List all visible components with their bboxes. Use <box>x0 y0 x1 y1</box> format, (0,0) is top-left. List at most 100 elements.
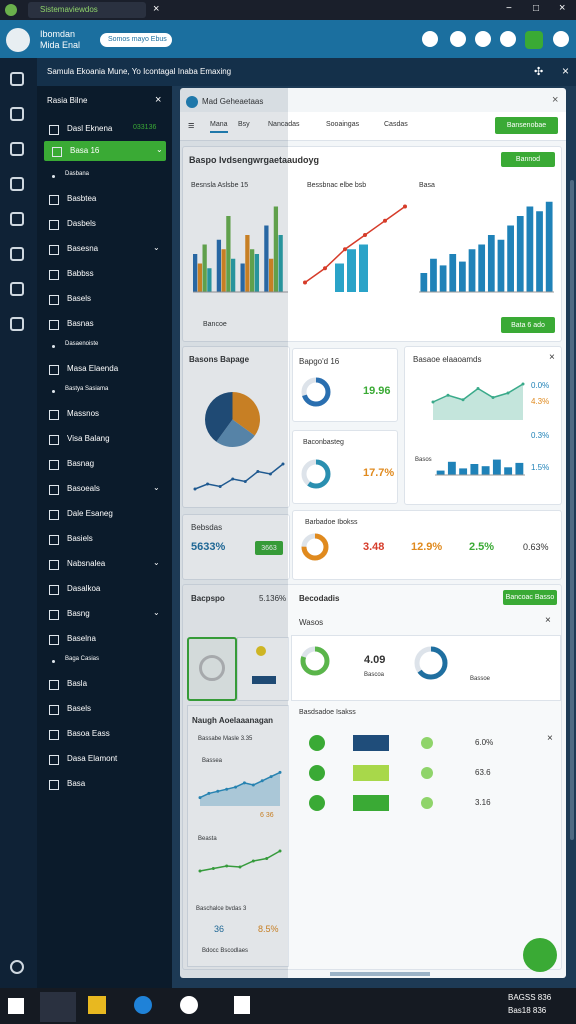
section-button[interactable]: Bancoac Basso <box>503 590 557 605</box>
taskbar-app[interactable] <box>40 992 76 1022</box>
bar <box>278 235 283 292</box>
nav-item[interactable]: Basla <box>41 671 168 696</box>
summary-value: 5633% <box>191 541 226 553</box>
nav-item[interactable]: Basnag <box>41 451 168 476</box>
bar <box>481 466 490 475</box>
rail-icon[interactable] <box>10 247 24 261</box>
nav-icon <box>49 609 59 620</box>
nav-item[interactable]: Basiels <box>41 526 168 551</box>
taskbar-app[interactable] <box>88 996 106 1014</box>
close[interactable]: × <box>559 2 566 14</box>
point <box>225 864 229 868</box>
summary-button[interactable]: 3663 <box>255 541 283 555</box>
tab[interactable]: Casdas <box>384 121 408 128</box>
nav-item[interactable]: Dasbana <box>41 166 168 186</box>
taskbar-app[interactable] <box>134 996 152 1014</box>
option-card[interactable] <box>237 637 289 701</box>
start-button[interactable] <box>8 998 24 1014</box>
bar <box>487 235 495 292</box>
rail-icon[interactable] <box>10 317 24 331</box>
taskbar-app[interactable] <box>180 996 198 1014</box>
nav-item[interactable]: Basa <box>41 771 168 796</box>
tab[interactable]: Nancadas <box>268 121 300 128</box>
nav-item[interactable]: Basbtea <box>41 186 168 211</box>
card-close[interactable]: × <box>549 352 555 363</box>
nav-item[interactable]: Dasbels <box>41 211 168 236</box>
nav-item[interactable]: Dasl Eknena 033136 <box>41 116 168 141</box>
notification-button[interactable] <box>475 31 491 47</box>
nav-item[interactable]: Basesna ⌄ <box>41 236 168 261</box>
nav-item[interactable]: Basels <box>41 286 168 311</box>
nav-item[interactable]: Basoa Eass <box>41 721 168 746</box>
bar <box>536 211 543 292</box>
v-scrollbar[interactable] <box>570 180 574 840</box>
rail-icon[interactable] <box>10 212 24 226</box>
nav-label: Dasbels <box>67 218 96 228</box>
sub-close[interactable]: × <box>545 615 551 626</box>
rail-icon[interactable] <box>10 142 24 156</box>
nav-item[interactable]: Massnos <box>41 401 168 426</box>
fab[interactable] <box>523 938 557 972</box>
nav-item[interactable]: Dasaenoiste <box>41 336 168 356</box>
nav-item[interactable]: Basng ⌄ <box>41 601 168 626</box>
icon-button[interactable] <box>553 31 569 47</box>
tab-close[interactable]: × <box>153 3 160 15</box>
minimize[interactable]: − <box>506 3 512 14</box>
list-close[interactable]: × <box>547 733 553 744</box>
nav-item[interactable]: Basoeals ⌄ <box>41 476 168 501</box>
action-button[interactable]: Bansenobae <box>495 117 558 134</box>
nav-item[interactable]: Basnas <box>41 311 168 336</box>
search-box[interactable]: Somos mayo Ebus <box>100 33 172 47</box>
nav-item[interactable]: Nabsnalea ⌄ <box>41 551 168 576</box>
sidebar-close[interactable]: × <box>155 94 162 106</box>
h-scrollbar[interactable] <box>330 972 430 976</box>
point <box>265 857 269 860</box>
nav-item[interactable]: Dasa Elamont <box>41 746 168 771</box>
icon-button[interactable] <box>422 31 438 47</box>
tab[interactable]: Sooaingas <box>326 121 360 128</box>
nav-item[interactable]: Baga Casias <box>41 651 168 671</box>
rail-icon[interactable] <box>10 72 24 86</box>
menu-button[interactable]: ≡ <box>188 120 195 132</box>
card-button[interactable]: Bannod <box>501 152 555 167</box>
tab[interactable]: Bsy <box>238 121 250 128</box>
nav-icon <box>49 194 59 205</box>
tab[interactable]: Mana <box>210 121 228 133</box>
nav-item[interactable]: Babbss <box>41 261 168 286</box>
nav-item[interactable]: Dasalkoa <box>41 576 168 601</box>
footer-button[interactable]: Bata 6 ado <box>501 317 555 333</box>
taskbar-app[interactable] <box>234 996 250 1014</box>
nav-item[interactable]: Masa Elaenda <box>41 356 168 381</box>
nav-item[interactable]: Basels <box>41 696 168 721</box>
nav-item[interactable]: Basa 16 ⌄ <box>44 141 166 161</box>
icon-button[interactable] <box>450 31 466 47</box>
point <box>211 867 215 870</box>
option-card[interactable] <box>187 637 237 701</box>
bar <box>436 470 445 475</box>
rail-icon[interactable] <box>10 107 24 121</box>
rail-icon[interactable] <box>10 177 24 191</box>
pin[interactable]: ✣ <box>534 66 544 78</box>
point <box>343 247 347 252</box>
chart-label: Basa <box>419 182 435 189</box>
nav-icon <box>49 269 59 280</box>
rail-icon[interactable] <box>10 282 24 296</box>
nav-item[interactable]: Visa Balang <box>41 426 168 451</box>
panel-close[interactable]: × <box>552 94 559 106</box>
nav-item[interactable]: Baselna <box>41 626 168 651</box>
bar <box>226 216 231 292</box>
maximize[interactable]: □ <box>533 3 540 14</box>
tab[interactable]: Sistemaviewdos <box>28 2 146 18</box>
close-view[interactable]: × <box>562 64 570 78</box>
point <box>506 391 510 395</box>
avatar[interactable] <box>6 28 30 52</box>
nav-label: Dasbana <box>65 171 90 177</box>
trend-value: 0.3% <box>531 431 550 440</box>
rail-icon[interactable] <box>10 960 24 974</box>
nav-label: Basa 16 <box>70 146 100 155</box>
icon-button[interactable] <box>525 31 543 49</box>
nav-item[interactable]: Bastya Sasiama <box>41 381 168 401</box>
nav-label: Babbss <box>67 268 94 278</box>
icon-button[interactable] <box>500 31 516 47</box>
nav-item[interactable]: Dale Esaneg <box>41 501 168 526</box>
